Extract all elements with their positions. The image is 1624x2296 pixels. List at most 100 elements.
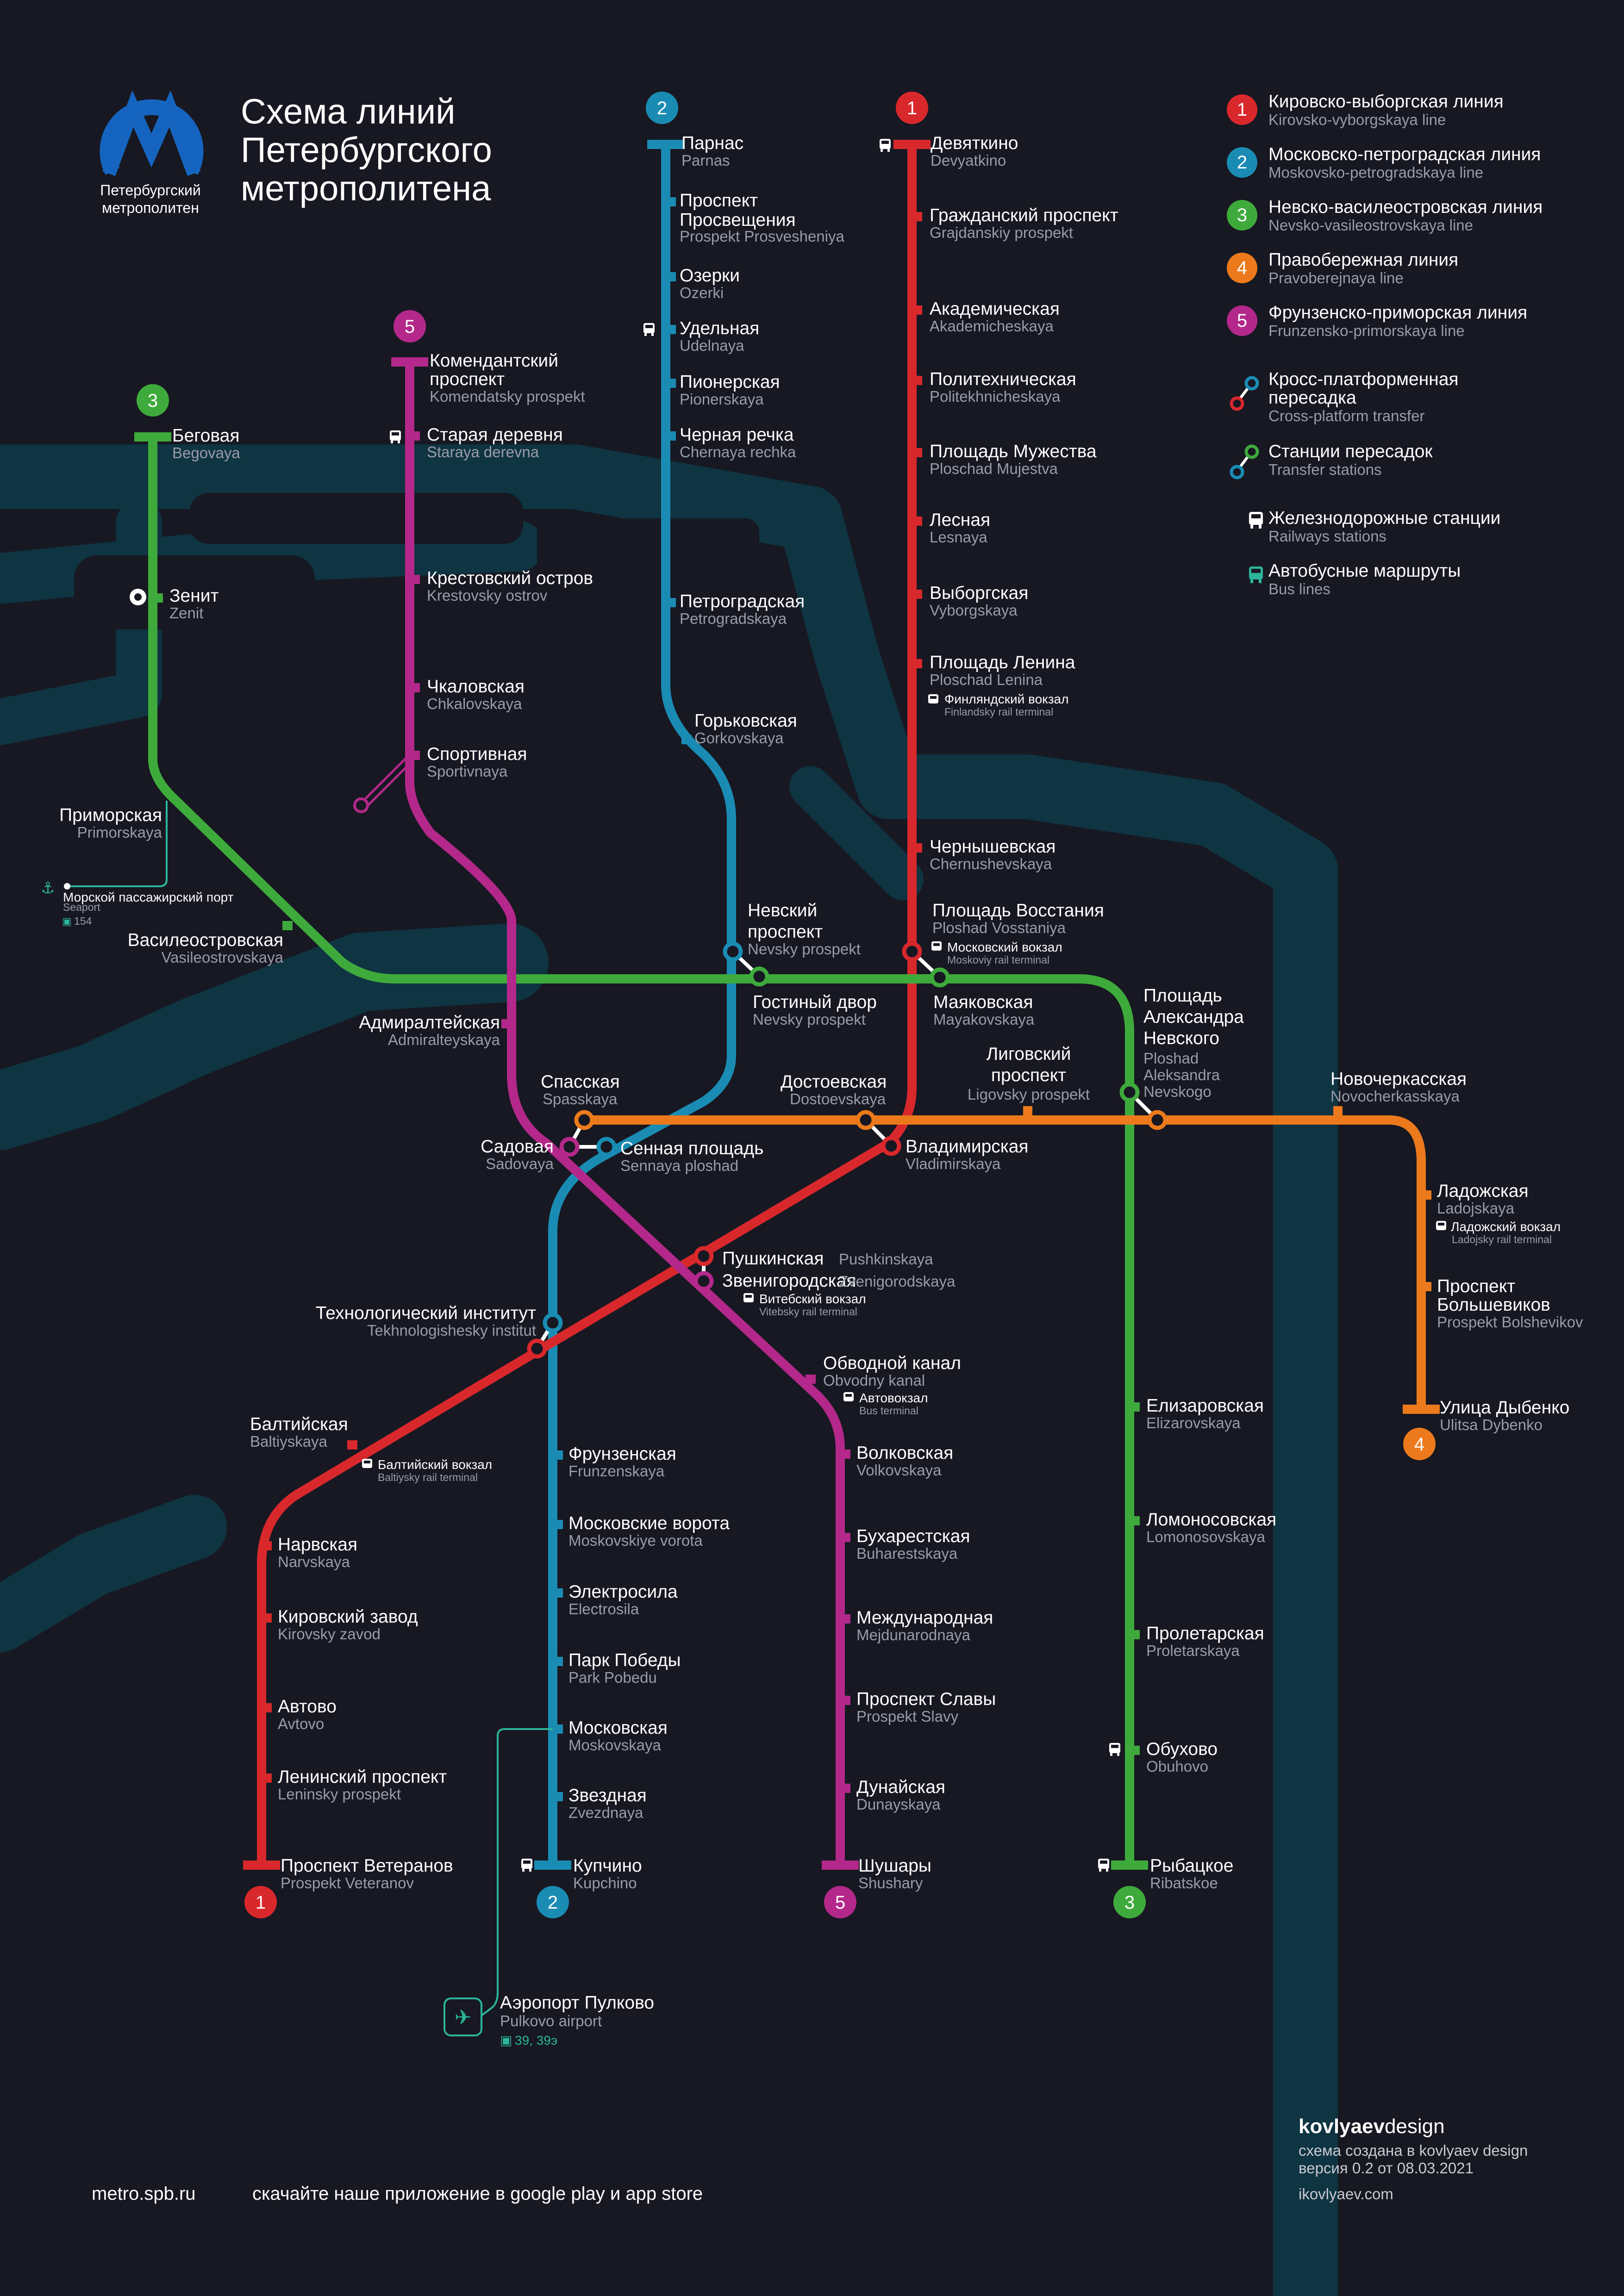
svg-text:Vyborgskaya: Vyborgskaya <box>930 602 1018 619</box>
rail-ladozhsky: Ладожский вокзал <box>1451 1220 1561 1234</box>
svg-text:Obvodny kanal: Obvodny kanal <box>823 1372 925 1389</box>
svg-text:Finlandsky rail terminal: Finlandsky rail terminal <box>944 706 1053 718</box>
svg-text:Ploshad: Ploshad <box>1143 1050 1199 1067</box>
svg-text:Prospekt Slavy: Prospekt Slavy <box>856 1708 959 1725</box>
terminal-caps <box>134 140 1440 1870</box>
svg-text:2: 2 <box>548 1892 558 1913</box>
station-krestovsky: Крестовский остров <box>427 568 593 588</box>
labels-line-5: Комендантский проспект Komendatsky prosp… <box>359 351 996 1892</box>
station-begovaya: Беговая <box>172 426 239 446</box>
station-slavy: Проспект Славы <box>856 1689 996 1709</box>
train-icon-devyatkino <box>880 139 891 152</box>
svg-text:Chernushevskaya: Chernushevskaya <box>930 855 1052 872</box>
sportivnaya-2-ring <box>353 797 369 813</box>
svg-text:Obuhovo: Obuhovo <box>1146 1758 1208 1775</box>
station-avtovo: Автово <box>278 1697 337 1717</box>
badge-line-5-bottom <box>824 1886 856 1918</box>
svg-text:154: 154 <box>74 915 92 927</box>
station-elizarovskaya: Елизаровская <box>1146 1396 1264 1416</box>
train-icon-moskovsky <box>931 941 942 951</box>
station-frunzenskaya: Фрунзенская <box>568 1444 676 1464</box>
svg-text:Kupchino: Kupchino <box>573 1874 637 1892</box>
svg-text:Spasskaya: Spasskaya <box>543 1090 618 1108</box>
svg-text:Chernaya rechka: Chernaya rechka <box>680 443 796 460</box>
svg-text:Staraya derevna: Staraya derevna <box>427 443 539 460</box>
station-rybatskoe: Рыбацкое <box>1150 1856 1233 1876</box>
station-alexandra-nevskogo: Площадь <box>1143 986 1222 1006</box>
svg-text:✈: ✈ <box>455 2006 472 2029</box>
station-bolshevikov: Проспект <box>1437 1276 1515 1296</box>
svg-text:5: 5 <box>405 317 415 337</box>
svg-text:2: 2 <box>657 98 667 118</box>
labels-line-1: Девяткино Devyatkino Гражданский проспек… <box>250 133 1118 1892</box>
svg-text:Vasileostrovskaya: Vasileostrovskaya <box>161 949 283 966</box>
svg-text:Baltiysky rail terminal: Baltiysky rail terminal <box>378 1471 478 1483</box>
svg-text:Tekhnologishesky institut: Tekhnologishesky institut <box>367 1322 536 1339</box>
svg-text:Ploschad Mujestva: Ploschad Mujestva <box>930 460 1058 477</box>
station-dybenko: Улица Дыбенко <box>1440 1398 1569 1418</box>
station-volkovskaya: Волковская <box>856 1443 953 1463</box>
station-mezhdunarodnaya: Международная <box>856 1608 993 1628</box>
badge-line-3-top <box>137 384 169 417</box>
svg-text:Pionerskaya: Pionerskaya <box>680 391 764 408</box>
seaport-dot <box>64 883 70 890</box>
footer-site-link[interactable]: metro.spb.ru <box>92 2184 196 2204</box>
station-shushary: Шушары <box>858 1856 931 1876</box>
svg-text:Mejdunarodnaya: Mejdunarodnaya <box>856 1626 970 1643</box>
train-icon <box>1249 512 1263 529</box>
svg-text:Zenit: Zenit <box>169 604 203 622</box>
train-icon-rybatskoe <box>1098 1859 1109 1872</box>
transfer-rings <box>527 941 1168 1359</box>
line-5 <box>405 362 845 1865</box>
svg-text:Bus terminal: Bus terminal <box>859 1405 918 1417</box>
svg-text:Ladojskaya: Ladojskaya <box>1437 1200 1515 1217</box>
credit-website-link[interactable]: ikovlyaev.com <box>1299 2185 1393 2203</box>
svg-text:Kirovsky zavod: Kirovsky zavod <box>278 1625 381 1643</box>
svg-text:проспект: проспект <box>748 922 823 942</box>
svg-text:Zvezdnaya: Zvezdnaya <box>568 1804 643 1821</box>
train-icon-finlyandsky <box>928 694 938 703</box>
station-sennaya: Сенная площадь <box>620 1139 763 1158</box>
station-lenina: Площадь Ленина <box>930 653 1075 672</box>
svg-text:Parnas: Parnas <box>681 152 730 169</box>
svg-text:Ploshad Vosstaniya: Ploshad Vosstaniya <box>932 919 1066 936</box>
station-vasileostrovskaya: Василеостровская <box>128 930 283 950</box>
page-title: Схема линий Петербургского метрополитена <box>241 92 492 208</box>
svg-text:1: 1 <box>907 98 917 118</box>
svg-text:Begovaya: Begovaya <box>172 444 240 461</box>
svg-text:Novocherkasskaya: Novocherkasskaya <box>1330 1088 1460 1105</box>
svg-text:Lesnaya: Lesnaya <box>930 529 987 546</box>
station-dostoevskaya: Достоевская <box>781 1072 887 1092</box>
svg-text:Udelnaya: Udelnaya <box>680 337 744 354</box>
svg-text:Proletarskaya: Proletarskaya <box>1146 1642 1240 1659</box>
station-admiralteyskaya: Адмиралтейская <box>359 1013 500 1033</box>
station-pushkinskaya: Пушкинская <box>722 1249 824 1269</box>
station-muzhestva: Площадь Мужества <box>930 442 1097 461</box>
station-leninsky: Ленинский проспект <box>278 1767 447 1787</box>
svg-text:Lomonosovskaya: Lomonosovskaya <box>1146 1528 1265 1545</box>
svg-text:Ribatskoe: Ribatskoe <box>1150 1874 1218 1892</box>
labels-airport: Аэропорт Пулково Pulkovo airport ▣ 39, 3… <box>500 1993 654 2047</box>
station-lomonosovskaya: Ломоносовская <box>1146 1510 1276 1530</box>
station-proletarskaya: Пролетарская <box>1146 1624 1264 1643</box>
water-neva <box>0 444 1338 2296</box>
train-icon-obukhovo <box>1109 1743 1120 1756</box>
station-baltiyskaya: Балтийская <box>250 1414 348 1434</box>
svg-text:Krestovsky ostrov: Krestovsky ostrov <box>427 587 548 604</box>
svg-text:Pulkovo airport: Pulkovo airport <box>500 2012 602 2029</box>
labels-line-2: Парнас Parnas Проспект Просвещения Prosp… <box>316 133 861 1892</box>
svg-text:Moskoviy rail terminal: Moskoviy rail terminal <box>947 954 1049 966</box>
svg-text:Sportivnaya: Sportivnaya <box>427 763 508 780</box>
svg-text:Ozerki: Ozerki <box>680 284 724 301</box>
svg-text:Nevsky prospekt: Nevsky prospekt <box>748 940 861 958</box>
svg-text:Nevsky prospekt: Nevsky prospekt <box>753 1011 866 1028</box>
svg-text:5: 5 <box>835 1892 845 1913</box>
line-badges: 2 1 3 5 1 2 5 3 4 <box>137 92 1436 1918</box>
svg-text:Electrosila: Electrosila <box>568 1600 639 1618</box>
labels-line-3: Беговая Begovaya Зенит Zenit Приморская … <box>59 426 1276 1892</box>
line-4 <box>584 1115 1426 1409</box>
station-sadovaya: Садовая <box>481 1137 554 1157</box>
badge-line-1-bottom <box>244 1886 277 1918</box>
svg-text:Elizarovskaya: Elizarovskaya <box>1146 1414 1241 1431</box>
